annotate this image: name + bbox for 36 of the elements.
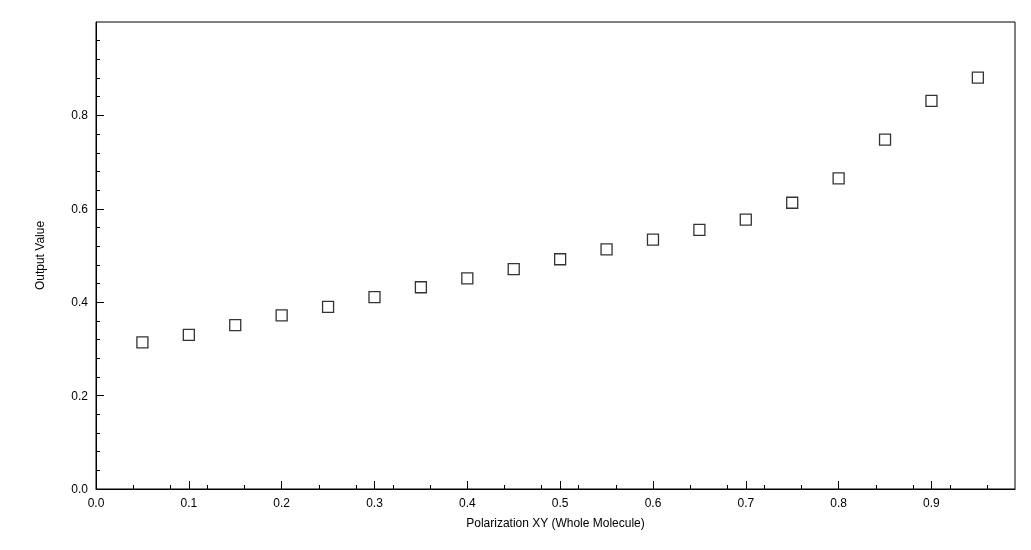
point	[414, 281, 428, 294]
point	[925, 94, 938, 108]
point	[878, 133, 892, 146]
point	[229, 318, 242, 332]
y-tick-label: 0.0	[71, 482, 89, 496]
x-tick-label: 0.8	[830, 496, 848, 510]
x-tick-label: 0.7	[737, 496, 755, 510]
point	[693, 223, 706, 236]
point	[321, 300, 335, 314]
point	[739, 213, 752, 226]
y-tick-label: 0.6	[71, 201, 89, 216]
y-tick-label: 0.2	[71, 388, 89, 403]
x-tick-label: 0.1	[180, 496, 198, 510]
point	[368, 290, 381, 304]
point	[136, 336, 149, 349]
x-tick-label: 0.5	[551, 496, 569, 510]
x-tick-label: 0.6	[644, 496, 662, 510]
x-tick-label: 0.4	[458, 496, 476, 510]
point	[971, 71, 985, 84]
y-tick-label: 0.8	[71, 108, 89, 123]
point	[646, 233, 660, 246]
point	[182, 328, 195, 342]
point	[507, 262, 520, 276]
point	[275, 309, 288, 322]
x-tick-label: 0.2	[273, 496, 291, 510]
point	[553, 253, 567, 266]
x-tick-label: 0.9	[923, 496, 941, 510]
point	[832, 172, 845, 185]
x-tick-label: 0.3	[366, 496, 384, 510]
y-axis-title: Output Value	[33, 220, 47, 291]
x-axis-title: Polarization XY (Whole Molecule)	[466, 516, 645, 530]
point	[461, 272, 474, 285]
point	[600, 243, 613, 256]
x-tick-label: 0.0	[87, 496, 105, 510]
y-tick-label: 0.4	[71, 295, 89, 310]
point	[786, 196, 799, 209]
